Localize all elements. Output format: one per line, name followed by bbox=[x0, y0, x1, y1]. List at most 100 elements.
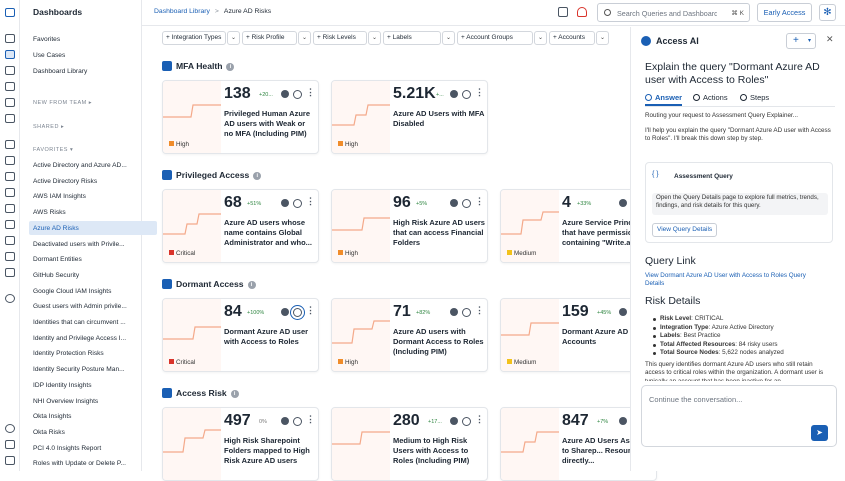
sidebar-item[interactable]: Identity Protection Risks bbox=[33, 350, 104, 358]
chevron-down-icon[interactable]: ⌄ bbox=[534, 31, 547, 45]
metric-card[interactable]: 847+7%⋮Azure AD Users Assigned to Sharep… bbox=[500, 407, 657, 481]
sidebar-item[interactable]: Dormant Entities bbox=[33, 256, 82, 264]
clock-icon[interactable] bbox=[281, 90, 289, 98]
metric-card[interactable]: 497 0% ⋮ High Risk Sharepoint Folders mappe… bbox=[162, 407, 319, 481]
sidebar-item[interactable]: NHI Overview Insights bbox=[33, 397, 99, 405]
sidebar-item[interactable]: Deactivated users with Privile... bbox=[33, 240, 125, 248]
clock-icon[interactable] bbox=[450, 308, 458, 316]
sidebar-item[interactable]: Identity Security Posture Man... bbox=[33, 366, 125, 374]
clock-icon[interactable] bbox=[619, 308, 627, 316]
view-query-details-button[interactable]: View Query Details bbox=[652, 223, 718, 237]
ai-sparkle-icon[interactable] bbox=[293, 308, 302, 317]
sidebar-item[interactable]: GitHub Security bbox=[33, 271, 80, 279]
more-options-icon[interactable]: ⋮ bbox=[306, 87, 315, 97]
sidebar-item[interactable]: Active Directory and Azure AD... bbox=[33, 162, 127, 169]
tab-actions[interactable]: Actions bbox=[693, 93, 728, 106]
info-icon[interactable]: i bbox=[230, 390, 239, 398]
more-options-icon[interactable]: ⋮ bbox=[475, 305, 484, 315]
lock-icon[interactable] bbox=[5, 252, 15, 261]
settings-gear-button[interactable]: ✻ bbox=[819, 4, 836, 21]
sidebar-item-favorites[interactable]: Favorites bbox=[33, 36, 61, 43]
inventory-icon[interactable] bbox=[5, 66, 15, 75]
sidebar-item[interactable]: Guest users with Admin privile... bbox=[33, 303, 127, 311]
clock-icon[interactable] bbox=[281, 417, 289, 425]
section-favorites[interactable]: FAVORITES ▾ bbox=[33, 147, 74, 153]
sidebar-item[interactable]: Identity and Privilege Access I... bbox=[33, 334, 127, 342]
sidebar-item[interactable]: AWS IAM Insights bbox=[33, 193, 86, 201]
chevron-down-icon[interactable]: ⌄ bbox=[368, 31, 381, 45]
query-link[interactable]: View Dormant Azure AD User with Access t… bbox=[645, 272, 806, 288]
tab-steps[interactable]: Steps bbox=[740, 93, 769, 106]
filter-chip[interactable]: + Labels bbox=[383, 31, 441, 45]
swap-icon[interactable] bbox=[5, 440, 15, 449]
filter-chip[interactable]: + Risk Levels bbox=[313, 31, 367, 45]
ai-sparkle-icon[interactable] bbox=[293, 199, 302, 208]
metric-card[interactable]: Critical 68 +51% ⋮ Azure AD users whose name… bbox=[162, 189, 319, 263]
chevron-down-icon[interactable]: ⌄ bbox=[596, 31, 609, 45]
fingerprint-icon[interactable] bbox=[5, 156, 15, 165]
more-options-icon[interactable]: ⋮ bbox=[306, 305, 315, 315]
clock-icon[interactable] bbox=[281, 308, 289, 316]
notification-bell-icon[interactable] bbox=[577, 7, 587, 17]
filter-chip[interactable]: + Integration Types bbox=[162, 31, 226, 45]
docs-icon[interactable] bbox=[558, 7, 568, 17]
info-icon[interactable]: i bbox=[247, 281, 256, 289]
metric-card[interactable]: High 5.21K +... ⋮ Azure AD Users with MFA Di… bbox=[331, 80, 488, 154]
clock-icon[interactable] bbox=[281, 199, 289, 207]
ai-sparkle-icon[interactable] bbox=[462, 90, 471, 99]
sidebar-item[interactable]: Google Cloud IAM Insights bbox=[33, 287, 112, 295]
sidebar-item[interactable]: Active Directory Risks bbox=[33, 177, 98, 185]
ai-sparkle-icon[interactable] bbox=[293, 90, 302, 99]
sidebar-item[interactable]: PCI 4.0 Insights Report bbox=[33, 444, 102, 452]
section-shared[interactable]: SHARED ▸ bbox=[33, 124, 65, 130]
more-options-icon[interactable]: ⋮ bbox=[306, 414, 315, 424]
ai-sparkle-icon[interactable] bbox=[293, 417, 302, 426]
metric-card[interactable]: High 96 +5% ⋮ High Risk Azure AD users that … bbox=[331, 189, 488, 263]
clock-icon[interactable] bbox=[619, 199, 627, 207]
metric-card[interactable]: High 71 +82% ⋮ Azure AD users with Dormant A… bbox=[331, 298, 488, 372]
chat-input[interactable]: Continue the conversation... ➤ bbox=[641, 385, 837, 447]
clock-icon[interactable] bbox=[619, 417, 627, 425]
more-options-icon[interactable]: ⋮ bbox=[306, 196, 315, 206]
close-icon[interactable]: ✕ bbox=[826, 34, 834, 44]
clock-icon[interactable] bbox=[450, 90, 458, 98]
sidebar-item-use-cases[interactable]: Use Cases bbox=[33, 52, 66, 59]
sidebar-item-library[interactable]: Dashboard Library bbox=[33, 68, 88, 75]
metric-card[interactable]: High 138 +20... ⋮ Privileged Human Azure AD … bbox=[162, 80, 319, 154]
sidebar-item[interactable]: AWS Risks bbox=[33, 209, 66, 217]
logo-icon[interactable] bbox=[5, 8, 15, 17]
chevron-down-icon[interactable]: ⌄ bbox=[442, 31, 455, 45]
more-options-icon[interactable]: ⋮ bbox=[475, 414, 484, 424]
sidebar-item[interactable]: Azure AD Risks bbox=[33, 224, 79, 232]
alert-icon[interactable] bbox=[5, 140, 15, 149]
metric-card[interactable]: Critical 84 +100% ⋮ Dormant Azure AD user wi… bbox=[162, 298, 319, 372]
more-options-icon[interactable]: ⋮ bbox=[475, 87, 484, 97]
filter-chip[interactable]: + Risk Profile bbox=[242, 31, 297, 45]
early-access-button[interactable]: Early Access bbox=[757, 3, 812, 22]
info-icon[interactable]: i bbox=[253, 172, 262, 180]
shield-icon[interactable] bbox=[5, 188, 15, 197]
people-icon[interactable] bbox=[5, 172, 15, 181]
user-icon[interactable] bbox=[5, 424, 15, 433]
graph-icon[interactable] bbox=[5, 82, 15, 91]
new-chat-button[interactable]: + ▾ bbox=[786, 33, 816, 49]
home-icon[interactable] bbox=[5, 34, 15, 43]
ai-sparkle-icon[interactable] bbox=[462, 199, 471, 208]
breadcrumb-root[interactable]: Dashboard Library bbox=[154, 8, 210, 15]
section-new-from-team[interactable]: NEW FROM TEAM ▸ bbox=[33, 100, 93, 106]
chevron-down-icon[interactable]: ⌄ bbox=[298, 31, 311, 45]
filter-chip[interactable]: + Accounts bbox=[549, 31, 595, 45]
search-input[interactable]: Search Queries and Dashboards ⌘ K bbox=[597, 3, 750, 22]
filter-chip[interactable]: + Account Groups bbox=[457, 31, 533, 45]
target-alt-icon[interactable] bbox=[5, 220, 15, 229]
sidebar-item[interactable]: IDP Identity Insights bbox=[33, 381, 92, 389]
clock-icon[interactable] bbox=[450, 199, 458, 207]
clock-icon[interactable] bbox=[450, 417, 458, 425]
info-icon[interactable]: i bbox=[226, 63, 235, 71]
document-icon[interactable] bbox=[5, 114, 15, 123]
target-icon[interactable] bbox=[5, 204, 15, 213]
more-options-icon[interactable]: ⋮ bbox=[475, 196, 484, 206]
chevron-down-icon[interactable]: ⌄ bbox=[227, 31, 240, 45]
sidebar-item[interactable]: Roles with Update or Delete P... bbox=[33, 460, 126, 468]
sidebar-item[interactable]: Identities that can circumvent ... bbox=[33, 319, 126, 326]
